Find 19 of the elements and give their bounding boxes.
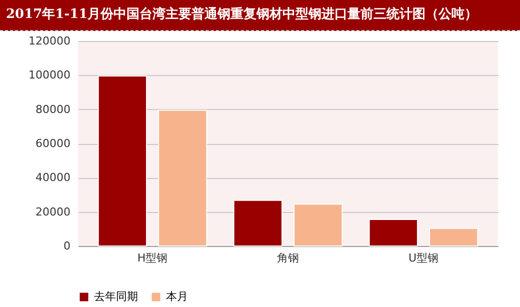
x-tick-label: 角钢 xyxy=(277,252,299,264)
bar xyxy=(294,204,343,246)
y-tick-label: 120000 xyxy=(28,34,70,48)
legend-label: 本月 xyxy=(166,290,188,303)
legend-label: 去年同期 xyxy=(94,290,138,303)
bar xyxy=(98,76,147,246)
bar xyxy=(368,219,418,246)
bar xyxy=(158,110,208,246)
x-tick-label: U型钢 xyxy=(408,252,439,264)
y-tick-label: 40000 xyxy=(36,171,70,184)
y-tick-label: 80000 xyxy=(36,102,70,116)
y-tick-label: 100000 xyxy=(28,68,70,82)
y-tick-label: 60000 xyxy=(36,137,70,150)
bar xyxy=(233,200,282,246)
y-tick-label: 0 xyxy=(64,240,70,252)
bar xyxy=(429,228,478,246)
x-tick-label: H型钢 xyxy=(137,252,168,264)
y-tick-label: 20000 xyxy=(36,205,70,218)
chart-title: 2017年1-11月份中国台湾主要普通钢重复钢材中型钢进口量前三统计图（公吨） xyxy=(0,0,520,31)
